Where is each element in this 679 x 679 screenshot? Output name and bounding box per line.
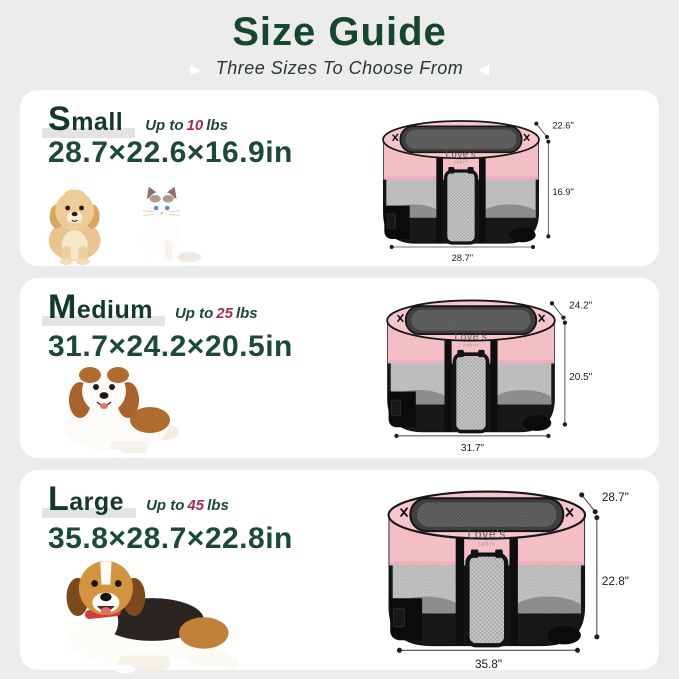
pen-depth-label: 22.6" [552,120,573,130]
title-row: Medium Up to 25 lbs [42,288,258,327]
playpen-diagram: Love's cabin 28.7" 22.8" 35.8" [387,490,629,671]
dimensions-text: 35.8×28.7×22.8in [48,522,293,555]
dimensions-text: 31.7×24.2×20.5in [48,330,293,363]
right-arrow-icon: ◀ [478,60,489,77]
weight-value: 45 [187,497,205,514]
weight-unit: lbs [206,117,228,134]
playpen-diagram: Love's cabin 22.6" 16.9" 28.7" [382,120,574,263]
playpen-figure-small: Love's cabin 22.6" 16.9" 28.7" [381,115,581,263]
size-name: Small [41,100,136,138]
pen-depth-label: 28.7" [602,491,629,504]
size-name: Large [41,480,137,518]
weight-unit: lbs [207,497,229,514]
pen-width-label: 31.7" [461,443,484,453]
pen-width-label: 35.8" [475,658,502,671]
title-row: Small Up to 10 lbs [41,100,228,139]
weight-value: 10 [186,117,204,134]
header: Size Guide ▶ Three Sizes To Choose From … [0,0,679,79]
pen-height-label: 16.9" [552,187,573,197]
weight-prefix: Up to [145,117,184,134]
brand-sub-text: cabin [478,541,496,547]
size-card-medium: Medium Up to 25 lbs 31.7×24.2×20.5in [20,278,659,458]
playpen-diagram: Love's cabin 24.2" 20.5" 31.7" [386,299,593,453]
brand-sub-text: cabin [454,160,468,165]
playpen-illustration [387,490,600,653]
brand-name-text: Love's [467,528,506,541]
brand-name-text: Love's [455,332,488,343]
page-title: Size Guide [232,10,447,54]
size-card-small: Small Up to 10 lbs 28.7×22.6×16.9in [20,90,659,266]
beagle-icon [66,561,240,674]
page-subtitle: Three Sizes To Choose From [215,58,464,78]
pet-photo-medium [38,358,188,454]
weight-prefix: Up to [146,497,185,514]
playpen-illustration [386,299,568,439]
size-card-large: Large Up to 45 lbs 35.8×28.7×22.8in [20,470,659,674]
pen-height-label: 20.5" [569,372,592,383]
weight-unit: lbs [235,305,258,322]
playpen-illustration [382,120,551,249]
spaniel-icon [64,367,179,454]
pet-photo-small [32,183,208,265]
pen-height-label: 22.8" [602,575,629,588]
brand-name-text: Love's [446,150,477,160]
puppy-icon [48,189,101,265]
weight-limit: Up to 10 lbs [145,117,228,134]
left-arrow-icon: ▶ [190,60,201,77]
brand-sub-text: cabin [463,342,478,347]
weight-limit: Up to 25 lbs [175,305,258,322]
subtitle-row: ▶ Three Sizes To Choose From ◀ [0,58,679,79]
pen-width-label: 28.7" [452,253,473,263]
pen-depth-label: 24.2" [569,300,592,311]
weight-prefix: Up to [174,305,214,322]
size-name: Medium [42,288,165,326]
playpen-figure-medium: Love's cabin 24.2" 20.5" 31.7" [385,294,600,453]
playpen-figure-large: Love's cabin 28.7" 22.8" 35.8" [386,484,638,670]
weight-limit: Up to 45 lbs [146,497,229,514]
puppy-and-cat-illustration [48,186,202,265]
weight-value: 25 [216,305,233,322]
pet-photo-large [26,552,251,676]
title-row: Large Up to 45 lbs [41,480,229,519]
cat-icon [142,186,202,265]
dimensions-text: 28.7×22.6×16.9in [48,136,293,169]
